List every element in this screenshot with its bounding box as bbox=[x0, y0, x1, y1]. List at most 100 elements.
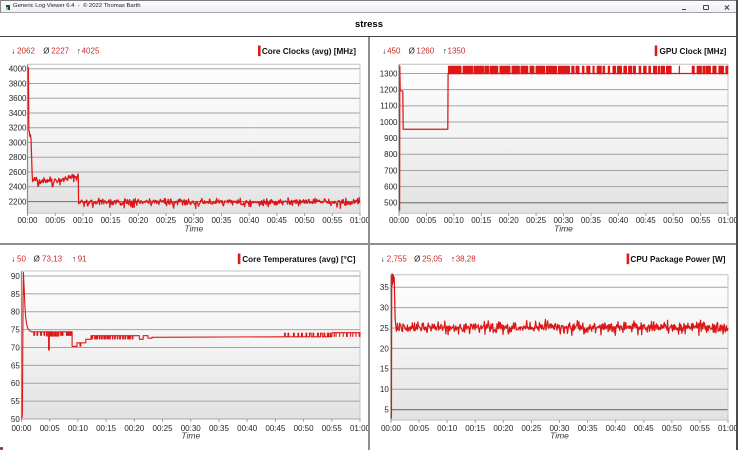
svg-text:15: 15 bbox=[380, 365, 389, 374]
svg-text:CPU Package Power [W]: CPU Package Power [W] bbox=[630, 255, 725, 264]
svg-text:1000: 1000 bbox=[380, 118, 398, 127]
svg-text:3200: 3200 bbox=[9, 124, 27, 133]
svg-text:↑: ↑ bbox=[451, 255, 455, 264]
svg-text:00:05: 00:05 bbox=[40, 424, 61, 433]
svg-text:00:00: 00:00 bbox=[389, 216, 410, 225]
svg-text:↑: ↑ bbox=[77, 47, 81, 56]
svg-text:73,13: 73,13 bbox=[42, 255, 63, 264]
svg-text:80: 80 bbox=[11, 308, 20, 317]
svg-text:00:50: 00:50 bbox=[662, 424, 683, 433]
svg-text:00:40: 00:40 bbox=[608, 216, 629, 225]
svg-text:00:15: 00:15 bbox=[465, 424, 486, 433]
svg-text:00:30: 00:30 bbox=[181, 424, 202, 433]
svg-text:00:00: 00:00 bbox=[11, 424, 32, 433]
svg-text:3800: 3800 bbox=[9, 79, 27, 88]
svg-text:01:00: 01:00 bbox=[718, 424, 738, 433]
svg-text:00:40: 00:40 bbox=[239, 216, 260, 225]
svg-text:00:10: 00:10 bbox=[68, 424, 89, 433]
svg-text:↑: ↑ bbox=[72, 255, 76, 264]
svg-text:00:50: 00:50 bbox=[295, 216, 316, 225]
svg-text:1300: 1300 bbox=[380, 69, 398, 78]
svg-text:3400: 3400 bbox=[9, 109, 27, 118]
svg-text:00:25: 00:25 bbox=[156, 216, 177, 225]
svg-text:Time: Time bbox=[181, 431, 200, 441]
svg-text:00:55: 00:55 bbox=[322, 216, 343, 225]
svg-text:450: 450 bbox=[387, 47, 401, 56]
svg-text:GPU Clock [MHz]: GPU Clock [MHz] bbox=[660, 47, 727, 56]
svg-text:00:40: 00:40 bbox=[606, 424, 627, 433]
svg-text:00:00: 00:00 bbox=[17, 216, 38, 225]
svg-text:00:45: 00:45 bbox=[265, 424, 286, 433]
svg-text:00:45: 00:45 bbox=[634, 424, 655, 433]
svg-text:1260: 1260 bbox=[416, 47, 434, 56]
svg-text:1100: 1100 bbox=[380, 102, 398, 111]
svg-text:00:50: 00:50 bbox=[663, 216, 684, 225]
svg-text:Time: Time bbox=[550, 431, 569, 441]
svg-text:Ø: Ø bbox=[414, 255, 420, 264]
svg-text:00:25: 00:25 bbox=[521, 424, 542, 433]
svg-text:00:25: 00:25 bbox=[526, 216, 547, 225]
svg-text:00:45: 00:45 bbox=[636, 216, 657, 225]
svg-text:65: 65 bbox=[11, 361, 20, 370]
svg-text:20: 20 bbox=[380, 344, 389, 353]
svg-text:↓: ↓ bbox=[11, 255, 15, 264]
svg-text:00:05: 00:05 bbox=[416, 216, 437, 225]
svg-text:25,05: 25,05 bbox=[422, 255, 443, 264]
svg-text:00:55: 00:55 bbox=[691, 216, 712, 225]
svg-text:↓: ↓ bbox=[382, 47, 386, 56]
svg-text:50: 50 bbox=[17, 255, 26, 264]
svg-text:00:15: 00:15 bbox=[101, 216, 122, 225]
svg-text:00:20: 00:20 bbox=[124, 424, 145, 433]
svg-text:00:25: 00:25 bbox=[153, 424, 174, 433]
svg-text:3600: 3600 bbox=[9, 94, 27, 103]
svg-text:00:05: 00:05 bbox=[45, 216, 66, 225]
svg-text:900: 900 bbox=[384, 134, 398, 143]
svg-text:60: 60 bbox=[11, 379, 20, 388]
svg-text:01:00: 01:00 bbox=[350, 424, 371, 433]
svg-text:25: 25 bbox=[380, 324, 389, 333]
svg-text:00:20: 00:20 bbox=[493, 424, 514, 433]
svg-text:38,28: 38,28 bbox=[456, 255, 477, 264]
svg-text:Core Temperatures (avg) [°C]: Core Temperatures (avg) [°C] bbox=[242, 255, 355, 264]
svg-text:Ø: Ø bbox=[34, 255, 40, 264]
svg-text:00:05: 00:05 bbox=[409, 424, 430, 433]
svg-text:01:00: 01:00 bbox=[718, 216, 738, 225]
svg-text:2600: 2600 bbox=[9, 168, 27, 177]
svg-text:90: 90 bbox=[11, 272, 20, 281]
svg-text:1200: 1200 bbox=[380, 86, 398, 95]
svg-text:↓: ↓ bbox=[381, 255, 385, 264]
svg-text:Time: Time bbox=[184, 223, 203, 233]
svg-text:Ø: Ø bbox=[409, 47, 415, 56]
svg-text:00:50: 00:50 bbox=[294, 424, 315, 433]
svg-text:↑: ↑ bbox=[443, 47, 447, 56]
svg-text:55: 55 bbox=[11, 397, 20, 406]
svg-text:00:30: 00:30 bbox=[184, 216, 205, 225]
svg-text:00:00: 00:00 bbox=[381, 424, 402, 433]
svg-text:00:15: 00:15 bbox=[471, 216, 492, 225]
svg-text:700: 700 bbox=[384, 166, 398, 175]
svg-text:00:30: 00:30 bbox=[549, 424, 570, 433]
svg-text:00:35: 00:35 bbox=[581, 216, 602, 225]
svg-text:00:10: 00:10 bbox=[444, 216, 465, 225]
svg-text:Core Clocks (avg) [MHz]: Core Clocks (avg) [MHz] bbox=[262, 47, 356, 56]
svg-text:5: 5 bbox=[384, 406, 389, 415]
svg-text:00:35: 00:35 bbox=[209, 424, 230, 433]
svg-text:600: 600 bbox=[384, 183, 398, 192]
svg-text:2227: 2227 bbox=[51, 47, 69, 56]
svg-text:85: 85 bbox=[11, 290, 20, 299]
svg-text:00:30: 00:30 bbox=[553, 216, 574, 225]
svg-text:2062: 2062 bbox=[17, 47, 35, 56]
svg-text:00:55: 00:55 bbox=[322, 424, 343, 433]
svg-text:30: 30 bbox=[380, 304, 389, 313]
svg-text:↓: ↓ bbox=[11, 47, 15, 56]
svg-text:Ø: Ø bbox=[43, 47, 49, 56]
svg-text:800: 800 bbox=[384, 150, 398, 159]
svg-text:500: 500 bbox=[384, 199, 398, 208]
svg-text:10: 10 bbox=[380, 385, 389, 394]
svg-text:75: 75 bbox=[11, 326, 20, 335]
svg-text:4025: 4025 bbox=[82, 47, 100, 56]
svg-text:2200: 2200 bbox=[9, 197, 27, 206]
svg-text:00:15: 00:15 bbox=[96, 424, 117, 433]
svg-text:00:20: 00:20 bbox=[128, 216, 149, 225]
svg-text:00:20: 00:20 bbox=[499, 216, 520, 225]
